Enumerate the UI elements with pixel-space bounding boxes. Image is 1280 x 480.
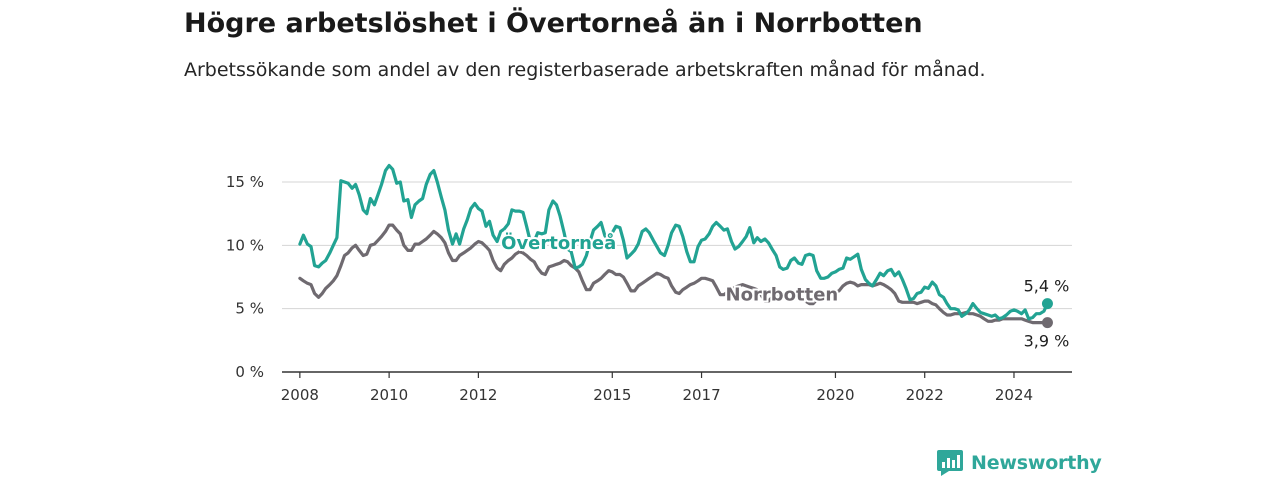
- x-tick-label: 2024: [995, 386, 1033, 404]
- chart-title: Högre arbetslöshet i Övertorneå än i Nor…: [184, 8, 923, 39]
- newsworthy-logo-icon: [937, 450, 963, 476]
- x-tick-label: 2017: [682, 386, 720, 404]
- x-tick-label: 2008: [281, 386, 319, 404]
- x-tick-label: 2020: [816, 386, 854, 404]
- chart-subtitle: Arbetssökande som andel av den registerb…: [184, 59, 986, 81]
- y-tick-label: 15 %: [226, 173, 264, 191]
- brand-name: Newsworthy: [971, 452, 1102, 474]
- line-chart: 0 %5 %10 %15 % 2008 2010 2012 2015 2017 2020 2…: [226, 163, 1072, 404]
- y-tick-label: 5 %: [235, 300, 264, 318]
- x-tick-label: 2010: [370, 386, 408, 404]
- series-label-overtornea: Övertorneå: [501, 232, 616, 254]
- x-tick-label: 2022: [906, 386, 944, 404]
- x-axis: 2008 2010 2012 2015 2017 2020 2022 2024: [281, 371, 1072, 404]
- series-line-norrbotten: [298, 223, 1050, 325]
- end-label-overtornea: 5,4 %: [1024, 277, 1070, 296]
- x-tick-label: 2015: [593, 386, 631, 404]
- end-label-norrbotten: 3,9 %: [1024, 332, 1070, 351]
- x-tick-label: 2012: [459, 386, 497, 404]
- series-lines: [298, 163, 1053, 329]
- brand-logo[interactable]: Newsworthy: [937, 447, 1102, 479]
- series-label-norrbotten: Norrbotten: [726, 285, 839, 306]
- y-axis: 0 % 5 % 10 % 15 %: [226, 173, 264, 381]
- end-point-norrbotten: [1041, 317, 1053, 329]
- end-point-overtornea: [1041, 298, 1053, 310]
- y-gridlines: [282, 181, 1072, 310]
- y-tick-label: 0 %: [235, 363, 264, 381]
- series-labels: Övertorneå Norrbotten 5,4 % 3,9 %: [499, 230, 1071, 352]
- series-line-overtornea: [298, 163, 1050, 321]
- y-tick-label: 10 %: [226, 236, 264, 254]
